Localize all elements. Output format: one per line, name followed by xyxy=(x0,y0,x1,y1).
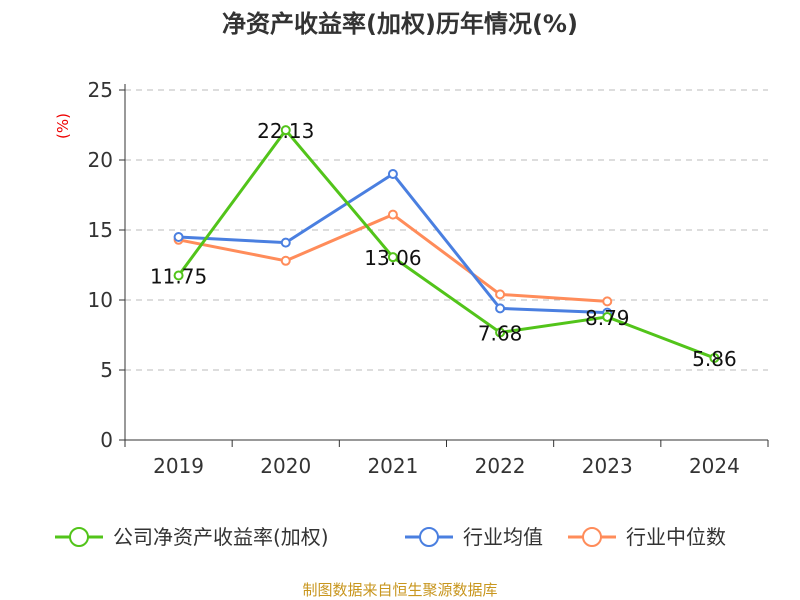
legend-label: 行业均值 xyxy=(463,525,543,549)
data-point xyxy=(280,237,291,248)
series-line xyxy=(178,172,608,315)
y-tick-label: 15 xyxy=(88,218,113,242)
x-tick-label: 2023 xyxy=(582,454,633,478)
legend-item: 公司净资产收益率(加权) xyxy=(55,525,329,549)
data-point xyxy=(387,169,398,179)
data-label: 22.13 xyxy=(257,119,314,143)
legend-marker xyxy=(582,527,602,547)
x-tick-label: 2020 xyxy=(260,454,311,478)
data-point xyxy=(709,352,720,363)
data-point xyxy=(280,125,291,136)
data-point xyxy=(602,311,613,322)
y-tick-label: 0 xyxy=(100,428,113,452)
y-tick-label: 25 xyxy=(88,78,113,102)
legend-item: 行业均值 xyxy=(405,525,543,549)
legend-label: 公司净资产收益率(加权) xyxy=(113,525,329,549)
legend-label: 行业中位数 xyxy=(626,525,726,549)
data-point xyxy=(173,232,184,242)
data-label: 13.06 xyxy=(364,246,421,270)
data-label: 11.75 xyxy=(150,265,207,289)
y-axis-unit: (%) xyxy=(54,113,72,139)
series-line xyxy=(177,127,715,360)
data-point xyxy=(602,296,613,307)
data-point xyxy=(387,209,398,220)
chart-title: 净资产收益率(加权)历年情况(%) xyxy=(222,10,578,38)
data-source: 制图数据来自恒生聚源数据库 xyxy=(302,581,497,599)
x-tick-label: 2024 xyxy=(689,454,740,478)
x-tick-label: 2021 xyxy=(367,454,418,478)
data-point xyxy=(495,303,506,314)
data-label: 7.68 xyxy=(478,321,523,345)
data-point xyxy=(495,327,506,338)
x-tick-label: 2019 xyxy=(153,454,204,478)
y-tick-label: 10 xyxy=(88,288,113,312)
data-label: 5.86 xyxy=(692,347,737,371)
data-point xyxy=(387,252,398,263)
data-point xyxy=(280,255,291,266)
legend-item: 行业中位数 xyxy=(568,525,726,549)
data-point xyxy=(495,289,506,300)
x-tick-label: 2022 xyxy=(475,454,526,478)
legend-marker xyxy=(69,527,89,547)
y-tick-label: 5 xyxy=(100,358,113,382)
legend-marker xyxy=(419,527,439,547)
data-label: 8.79 xyxy=(585,306,630,330)
y-tick-label: 20 xyxy=(88,148,113,172)
data-point xyxy=(173,270,184,281)
